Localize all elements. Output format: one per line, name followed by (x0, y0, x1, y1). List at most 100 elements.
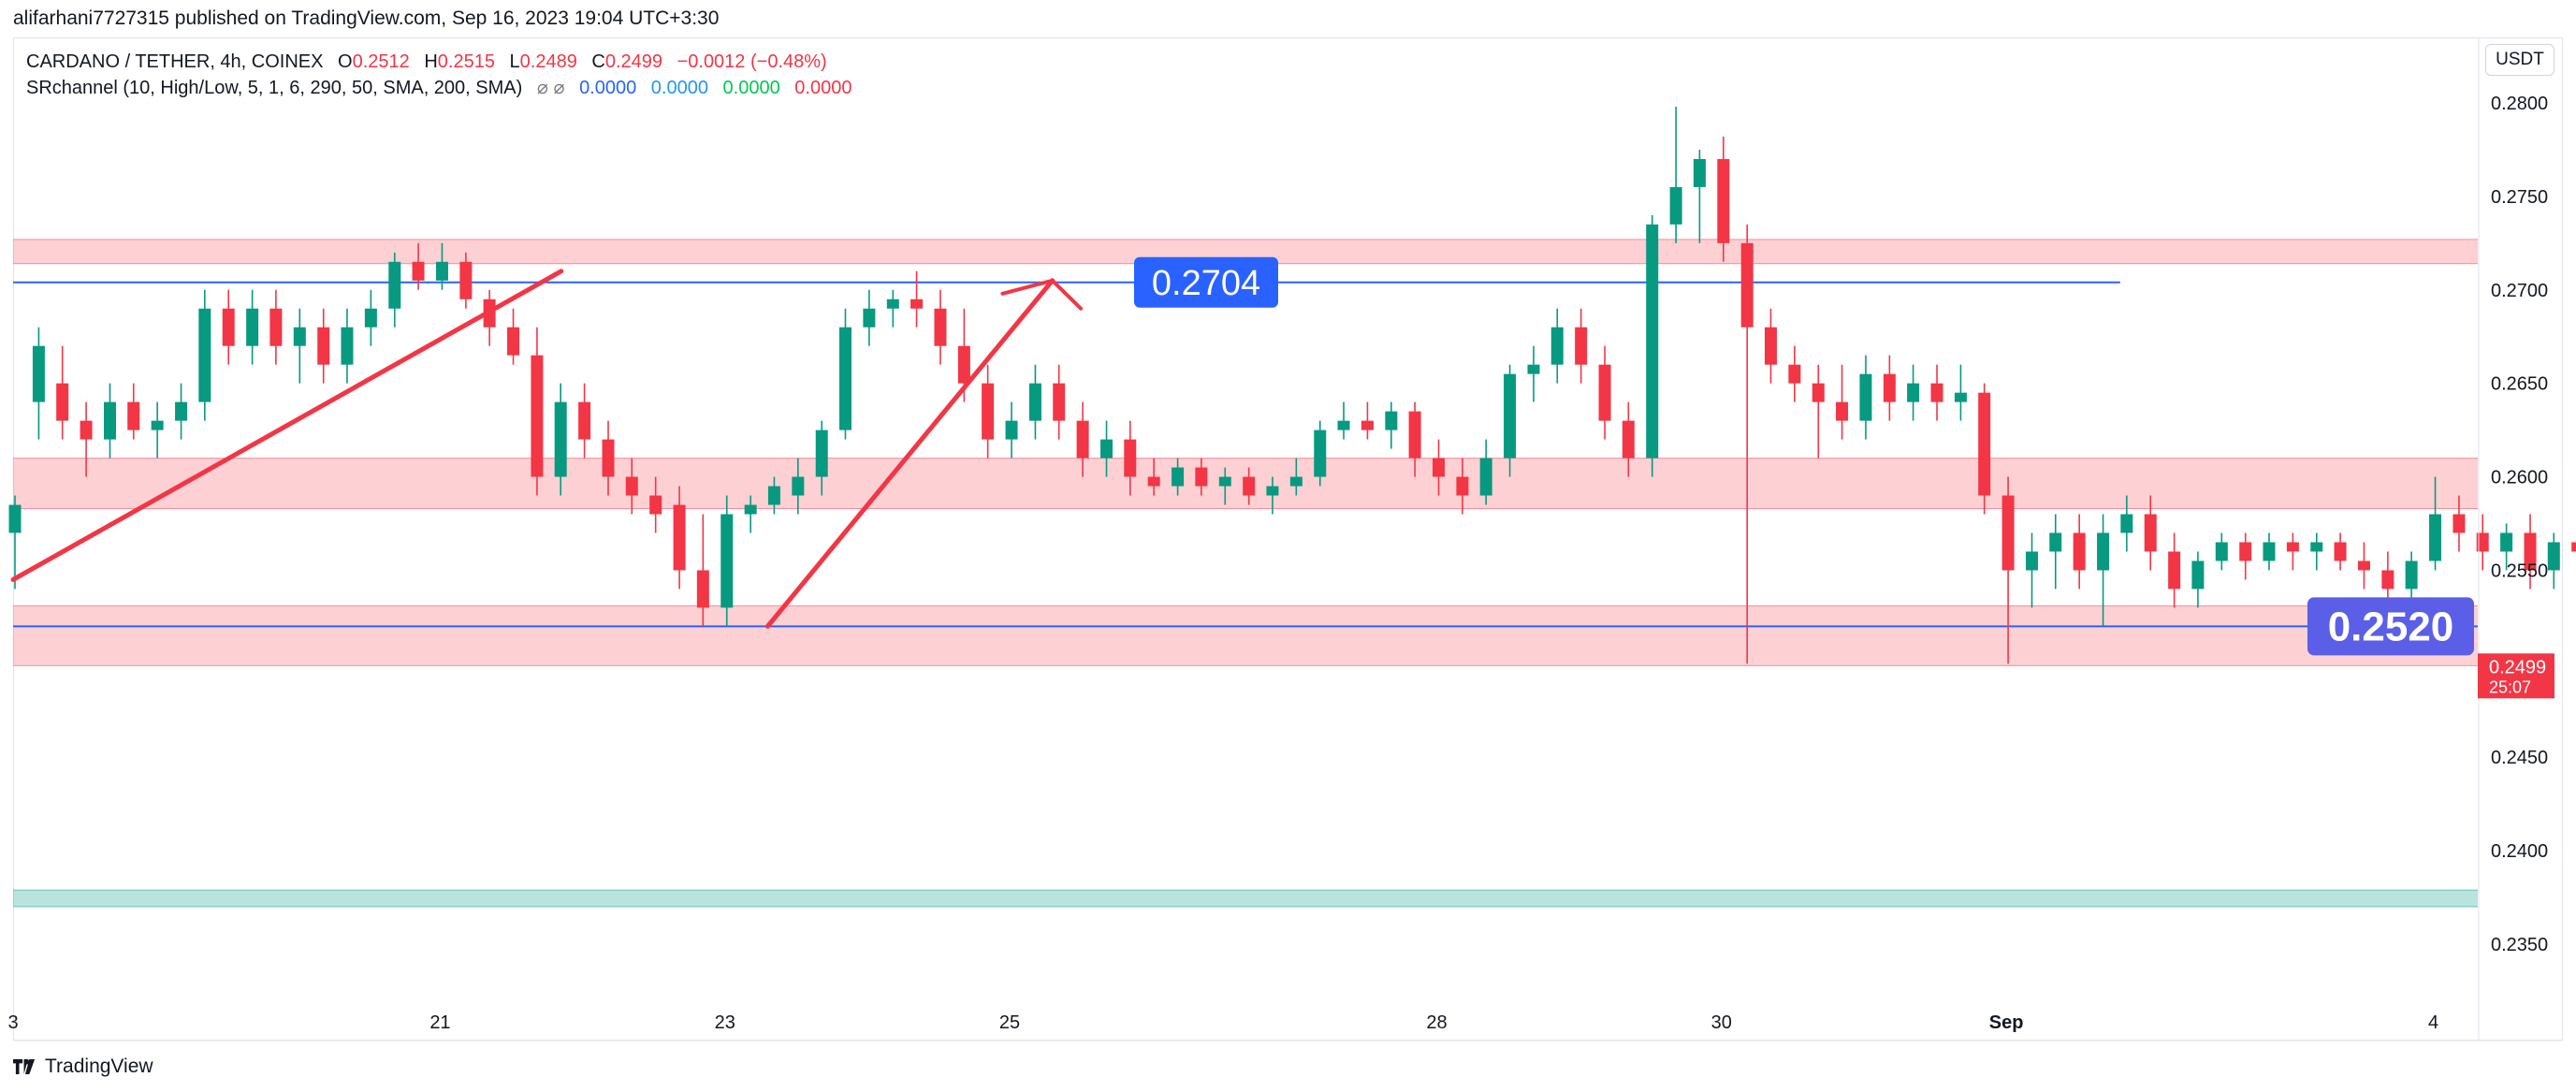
price-tick-label: 0.2800 (2491, 94, 2548, 114)
candle (2500, 523, 2513, 571)
time-tick-label: 30 (1711, 1012, 1732, 1033)
candle-body (767, 486, 780, 505)
candle-body (2286, 542, 2299, 552)
candle-body (1385, 411, 1398, 430)
price-tick-label: 0.2650 (2491, 374, 2548, 395)
currency-button[interactable]: USDT (2485, 44, 2554, 76)
time-tick-label: 25 (999, 1012, 1020, 1033)
candle (483, 289, 496, 346)
candle-body (1859, 373, 1872, 421)
candle (1575, 308, 1588, 384)
candle (435, 242, 448, 290)
candle-body (744, 504, 757, 515)
close-value: 0.2499 (604, 51, 663, 72)
candle-body (1408, 411, 1421, 459)
candle (388, 252, 401, 328)
candle (838, 308, 851, 440)
support-zone (13, 890, 2478, 908)
candle-body (293, 327, 306, 346)
candle-body (80, 420, 93, 440)
candle-body (1195, 467, 1208, 487)
candle (649, 476, 662, 533)
candle (2452, 495, 2466, 552)
candle-body (1147, 476, 1160, 487)
candle-body (388, 261, 401, 309)
candle (32, 327, 45, 440)
candle-body (2310, 542, 2323, 552)
candle-body (838, 327, 851, 430)
time-tick-label: 21 (429, 1012, 450, 1033)
candle (934, 289, 947, 365)
candle-body (1764, 327, 1777, 365)
candle-body (554, 401, 567, 477)
candle-body (2381, 570, 2394, 590)
candle-body (815, 430, 828, 477)
candle (2381, 551, 2394, 599)
tradingview-logo-icon (13, 1059, 36, 1074)
open-label: O (338, 51, 353, 72)
candle-body (1053, 383, 1066, 421)
candle (1433, 439, 1445, 496)
candle-body (1717, 158, 1730, 243)
candle-body (435, 261, 448, 281)
candle (2144, 495, 2157, 571)
candle (720, 495, 734, 627)
price-tick-label: 0.2450 (2491, 748, 2548, 768)
candle-body (103, 401, 116, 440)
candle-body (1954, 392, 1967, 402)
candle (2239, 532, 2252, 580)
candle-body (1361, 420, 1374, 430)
candle (1053, 364, 1066, 440)
candle (317, 308, 330, 384)
candle (1314, 420, 1327, 487)
candle (2168, 532, 2181, 608)
candle (744, 495, 757, 533)
candle (1005, 401, 1018, 459)
candle (2049, 514, 2062, 590)
candle (1028, 364, 1041, 440)
candle-body (957, 345, 970, 384)
candle (815, 420, 828, 496)
candle (696, 514, 709, 627)
candle-body (886, 298, 899, 309)
indicator-legend-row[interactable]: SRchannel (10, High/Low, 5, 1, 6, 290, 5… (26, 75, 851, 101)
candle (2357, 542, 2370, 590)
published-info: alifarhani7727315 published on TradingVi… (13, 7, 720, 29)
candle-body (2524, 532, 2537, 571)
candle-body (531, 355, 544, 477)
symbol-legend-row[interactable]: CARDANO / TETHER, 4h, COINEX O0.2512 H0.… (26, 49, 851, 75)
candle (1812, 364, 1825, 459)
symbol-name[interactable]: CARDANO / TETHER, 4h, COINEX (26, 51, 324, 72)
trendlines-layer[interactable] (10, 269, 2576, 916)
candle (1218, 467, 1231, 505)
candles-layer (8, 106, 2576, 664)
candle-body (2120, 514, 2133, 533)
candle (1598, 345, 1611, 440)
candle-body (1337, 420, 1350, 430)
red-trendline[interactable] (10, 269, 564, 582)
candle-body (2191, 561, 2205, 590)
candle-body (696, 570, 709, 608)
candle-body (1479, 458, 1492, 496)
candle-body (2405, 561, 2418, 590)
indicator-name[interactable]: SRchannel (10, High/Low, 5, 1, 6, 290, 5… (26, 78, 523, 98)
candle-body (720, 514, 734, 608)
level-label-lower: 0.2520 (2307, 597, 2474, 656)
candle-body (602, 439, 615, 477)
candle (1764, 308, 1777, 384)
candle (767, 476, 780, 515)
arrowhead[interactable] (1000, 278, 1084, 311)
level-label-upper: 0.2704 (1134, 256, 1278, 308)
candle-body (317, 327, 330, 365)
low-value: 0.2489 (519, 51, 577, 72)
candle-body (341, 327, 354, 365)
tradingview-footer[interactable]: TradingView (13, 1056, 153, 1078)
candle-body (649, 495, 662, 515)
candle (1243, 467, 1256, 505)
candle (246, 289, 259, 365)
candle (2097, 514, 2110, 627)
candle (2547, 532, 2560, 590)
candle (2191, 551, 2205, 608)
red-trendline[interactable] (764, 278, 1055, 629)
